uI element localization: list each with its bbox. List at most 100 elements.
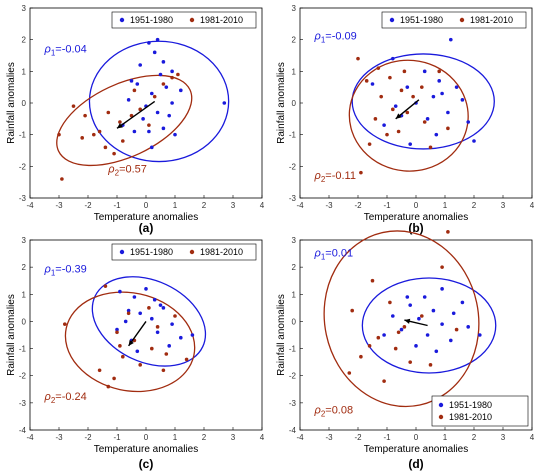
data-point-1981-2010 (422, 120, 427, 124)
data-point-1951-1980 (126, 308, 131, 313)
data-point-1951-1980 (167, 344, 171, 348)
y-tick-label: 1 (22, 290, 27, 299)
y-tick-label: -3 (289, 399, 297, 408)
rho-annotation-2: ρ2=0.57 (107, 164, 147, 178)
y-tick-label: -2 (19, 372, 27, 381)
shift-arrow-head (128, 339, 134, 346)
panel-label: (d) (408, 457, 423, 471)
legend-label: 1981-2010 (449, 412, 492, 422)
data-point-1981-2010 (103, 145, 108, 150)
data-point-1981-2010 (173, 314, 177, 318)
x-axis-label: Temperature anomalies (364, 444, 469, 455)
shift-arrow (116, 100, 156, 129)
data-point-1981-2010 (396, 330, 401, 335)
x-tick-label: 0 (144, 201, 149, 210)
data-point-1981-2010 (115, 330, 119, 335)
panel-c: -4 -3 -2 -1 0 1 2 3 4 -4 -3 -2 -1 0 1 2 3 Temperature ano… (6, 236, 265, 471)
y-axis-label: Rainfall anomalies (276, 294, 287, 376)
y-tick-label: -3 (19, 194, 27, 203)
x-tick-label: -1 (113, 201, 121, 210)
data-point-1981-2010 (112, 151, 116, 156)
data-point-1981-2010 (176, 72, 180, 77)
x-axis-label: Temperature anomalies (364, 212, 469, 223)
x-tick-label: 2 (472, 201, 477, 210)
data-point-1981-2010 (92, 132, 96, 137)
legend-marker (459, 17, 465, 23)
data-point-1951-1980 (147, 41, 151, 45)
legend-marker (438, 402, 444, 408)
y-tick-label: 0 (22, 99, 27, 108)
x-tick-label: -2 (354, 433, 362, 442)
data-point-1951-1980 (155, 37, 160, 42)
data-point-1981-2010 (118, 120, 122, 124)
data-point-1981-2010 (364, 79, 369, 83)
panel-label: (c) (139, 457, 154, 471)
data-point-1981-2010 (161, 82, 166, 86)
x-tick-label: 1 (173, 201, 178, 210)
data-point-1951-1980 (414, 344, 418, 348)
data-point-1951-1980 (446, 110, 450, 115)
data-point-1951-1980 (144, 287, 148, 291)
rho-annotation-1: ρ1=0.01 (314, 247, 354, 261)
y-tick-label: 3 (22, 236, 27, 245)
data-point-1981-2010 (97, 368, 102, 373)
data-point-1951-1980 (425, 117, 430, 121)
data-point-1981-2010 (350, 308, 355, 313)
x-tick-label: -3 (325, 433, 333, 442)
legend-marker (189, 17, 195, 23)
data-point-1981-2010 (437, 69, 442, 74)
ellipse-1981-2010 (56, 74, 193, 167)
data-point-1951-1980 (478, 333, 482, 337)
data-point-1981-2010 (71, 104, 76, 108)
data-point-1981-2010 (370, 278, 375, 283)
x-tick-label: 3 (231, 201, 236, 210)
data-point-1951-1980 (454, 85, 459, 89)
legend-marker (119, 17, 125, 23)
data-point-1951-1980 (460, 98, 465, 102)
data-point-1981-2010 (126, 311, 131, 316)
data-point-1951-1980 (150, 91, 154, 96)
data-point-1981-2010 (103, 284, 108, 288)
data-point-1981-2010 (152, 94, 157, 99)
data-point-1951-1980 (155, 330, 160, 335)
data-point-1951-1980 (417, 316, 421, 321)
data-point-1981-2010 (83, 113, 87, 118)
data-point-1951-1980 (118, 289, 122, 294)
rho-annotation-1: ρ1=-0.09 (314, 31, 357, 45)
x-axis-label: Temperature anomalies (94, 444, 199, 455)
data-point-1981-2010 (376, 335, 381, 340)
data-point-1951-1980 (167, 113, 171, 118)
ellipse-1951-1980 (91, 276, 207, 367)
y-axis-label: Rainfall anomalies (276, 62, 287, 144)
x-tick-label: 4 (260, 433, 265, 442)
data-point-1981-2010 (454, 327, 459, 332)
data-point-1951-1980 (460, 300, 465, 305)
data-point-1951-1980 (408, 303, 413, 307)
ellipse-1951-1980 (351, 53, 495, 150)
x-tick-label: -2 (84, 201, 92, 210)
shift-arrow-head (117, 123, 123, 129)
y-tick-label: -3 (289, 194, 297, 203)
data-point-1981-2010 (388, 75, 392, 80)
data-point-1981-2010 (399, 88, 404, 93)
data-point-1951-1980 (135, 82, 140, 86)
ellipse-1981-2010 (323, 230, 480, 408)
y-tick-label: -4 (19, 426, 27, 435)
legend-label: 1951-1980 (400, 15, 443, 25)
shift-arrow-head (395, 113, 402, 119)
y-axis-label: Rainfall anomalies (6, 62, 17, 144)
data-point-1951-1980 (382, 123, 386, 127)
data-point-1951-1980 (152, 50, 157, 55)
legend-box (111, 11, 257, 29)
data-point-1981-2010 (147, 123, 151, 127)
legend-marker (189, 249, 195, 255)
x-tick-label: 4 (530, 201, 535, 210)
x-tick-label: -3 (325, 201, 333, 210)
data-point-1951-1980 (155, 110, 160, 115)
y-tick-label: 0 (22, 317, 27, 326)
legend-label: 1981-2010 (470, 15, 513, 25)
legend: 1951-1980 1981-2010 (111, 243, 257, 261)
y-tick-label: -1 (289, 131, 297, 140)
data-point-1981-2010 (420, 314, 424, 318)
